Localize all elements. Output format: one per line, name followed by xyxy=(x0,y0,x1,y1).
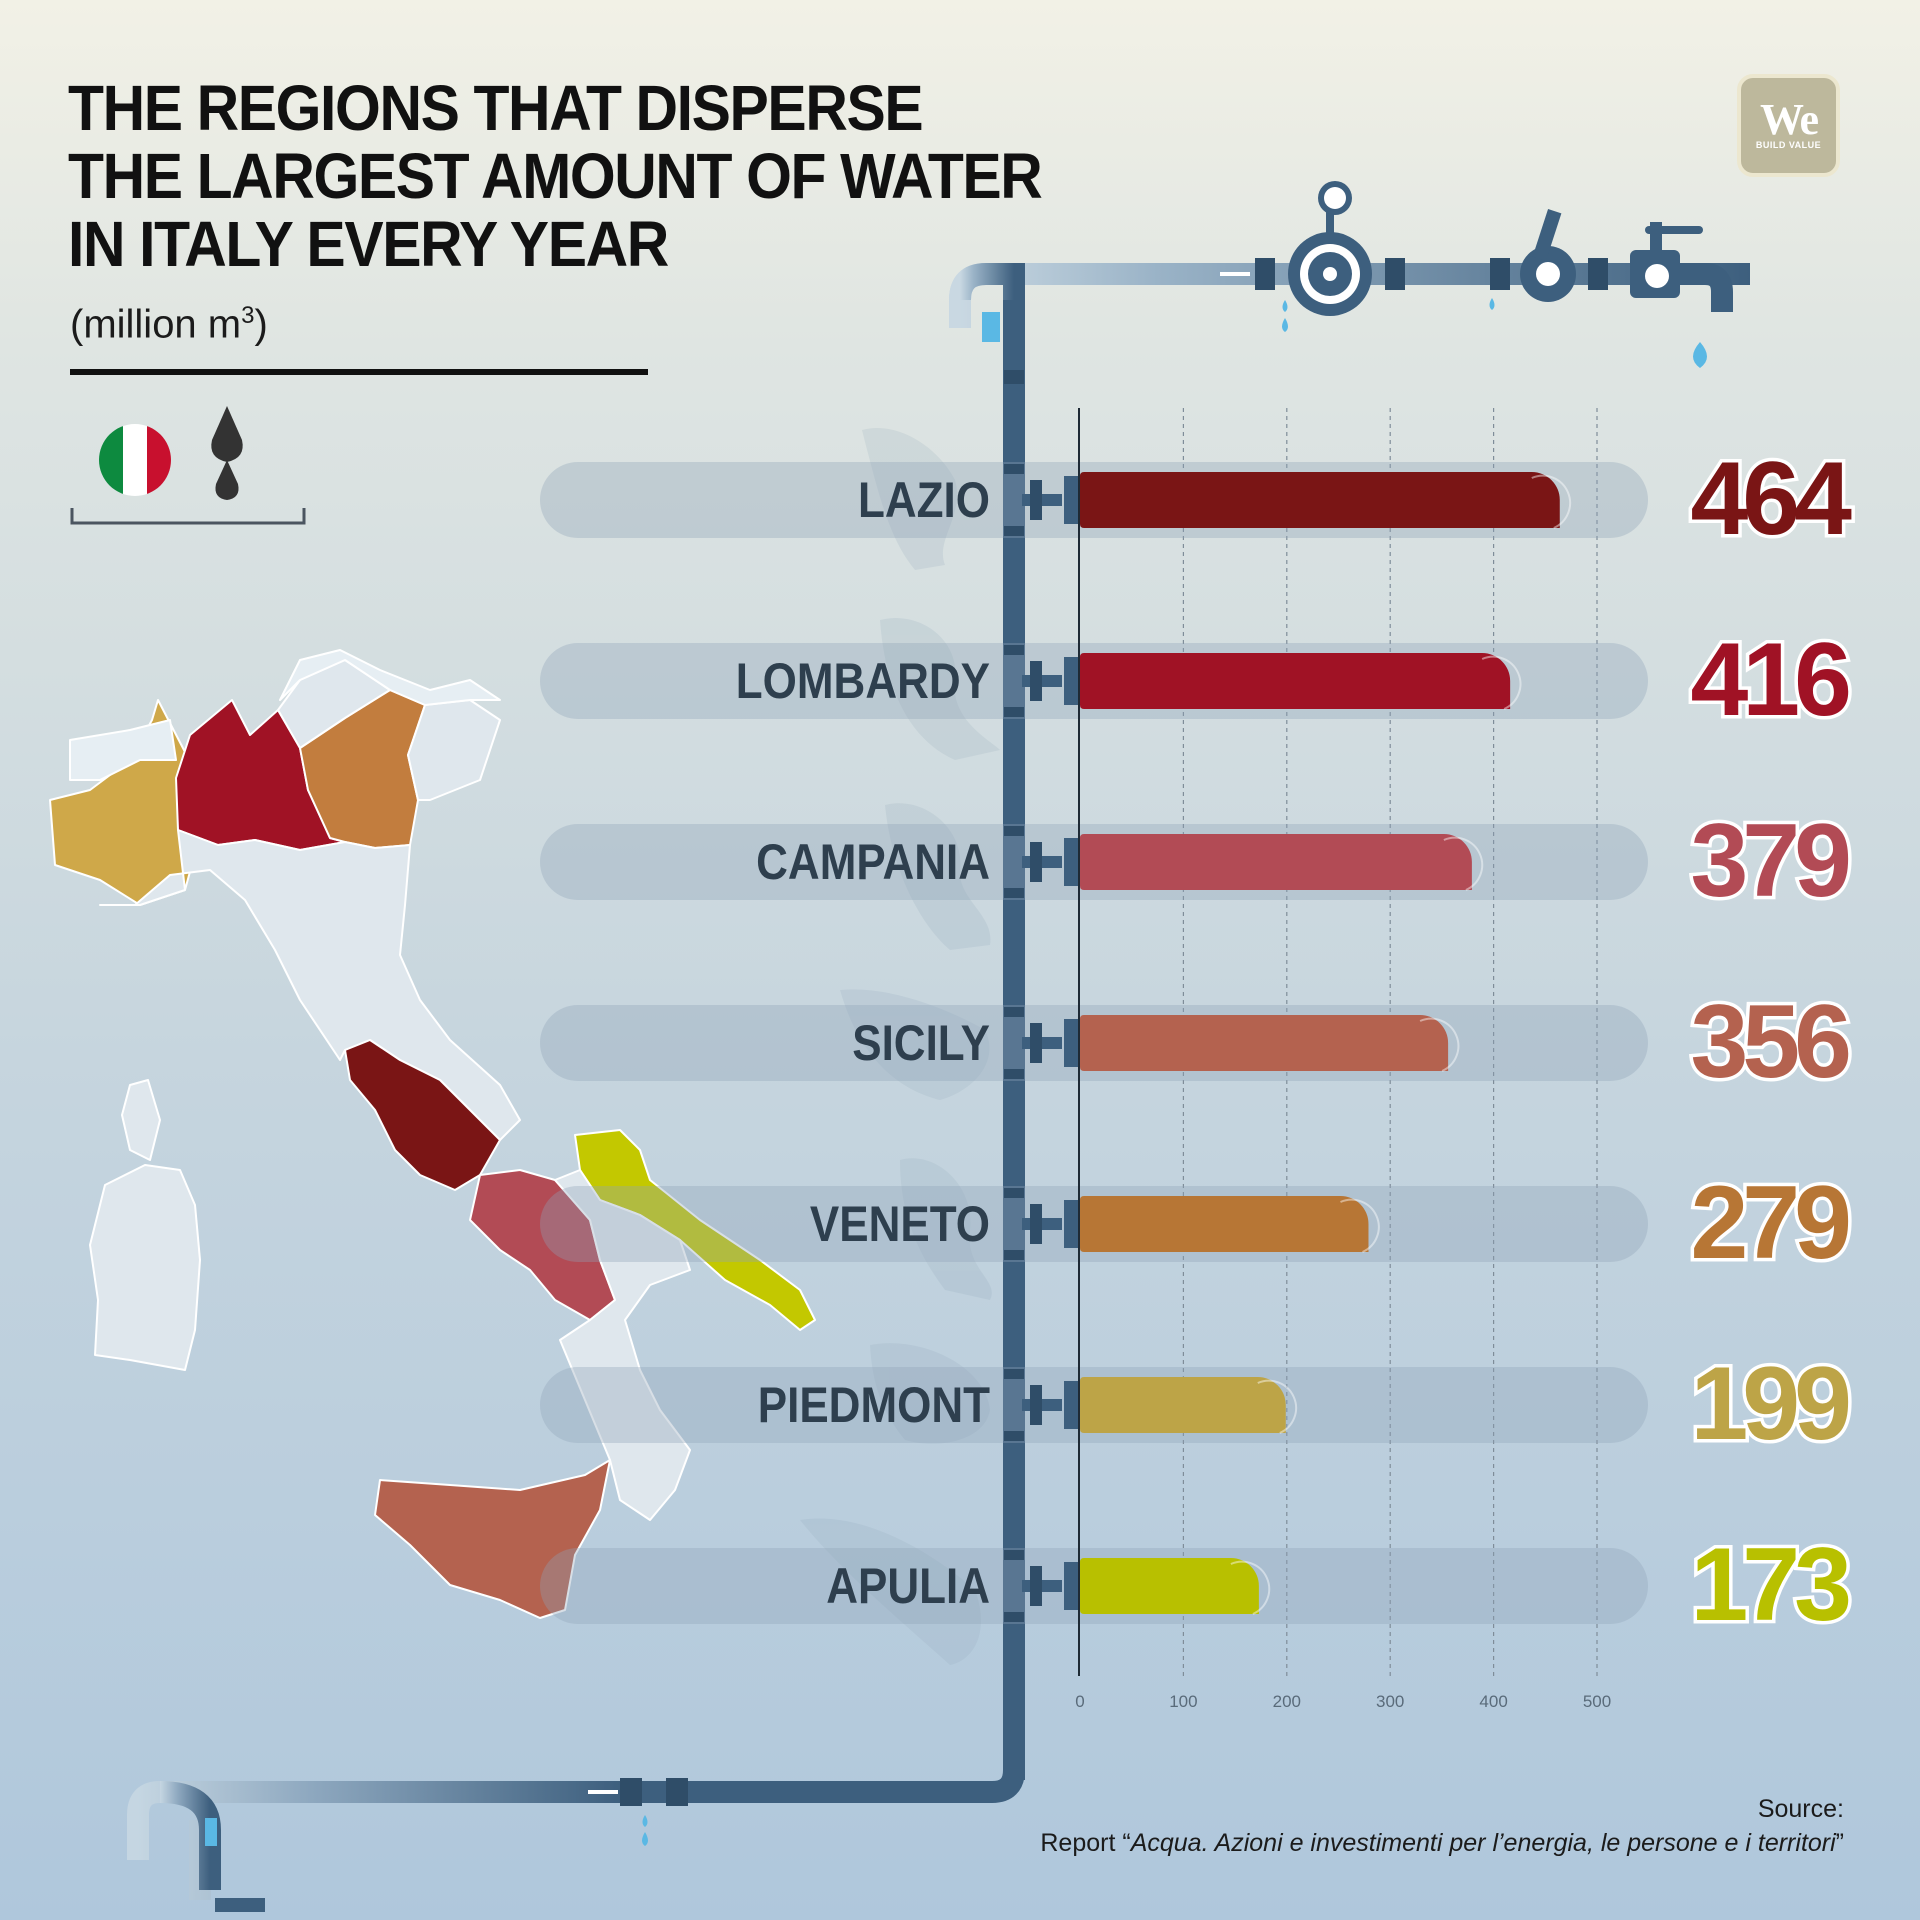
oil-drop-small-icon xyxy=(215,460,239,500)
category-label: VENETO xyxy=(809,1196,990,1252)
x-tick-label: 300 xyxy=(1376,1692,1405,1711)
bar-highlight xyxy=(1481,655,1522,710)
chart-title: THE REGIONS THAT DISPERSE THE LARGEST AM… xyxy=(68,72,1043,280)
title-rule xyxy=(70,369,648,375)
italy-flag-icon xyxy=(99,424,171,496)
tap-flange xyxy=(1030,1385,1042,1425)
map-region-austria-bg xyxy=(279,649,501,706)
bar-highlight xyxy=(1340,1198,1380,1253)
value-label: 279 xyxy=(1687,1165,1856,1282)
tap-cap xyxy=(1064,1200,1078,1248)
bar xyxy=(1080,1015,1449,1071)
value-label: 464 xyxy=(1687,441,1856,558)
pipe-clamp xyxy=(1004,464,1024,474)
top-pipe xyxy=(949,181,1750,1780)
bar-highlight xyxy=(1531,474,1572,529)
tap-cap xyxy=(1064,657,1078,705)
category-label: APULIA xyxy=(826,1558,990,1614)
tap-cap xyxy=(1064,1562,1078,1610)
value-label: 199 xyxy=(1687,1346,1856,1463)
bar xyxy=(1080,472,1560,528)
map-region-sicily xyxy=(374,1459,611,1619)
title-line-3: IN ITALY EVERY YEAR xyxy=(68,208,669,280)
bar-highlight xyxy=(1443,836,1484,891)
bar xyxy=(1080,1377,1286,1433)
pipe-clamp xyxy=(1004,1550,1024,1560)
italy-map xyxy=(49,649,816,1619)
title-line-2: THE LARGEST AMOUNT OF WATER xyxy=(68,140,1043,212)
we-build-value-logo: We BUILD VALUE xyxy=(1737,74,1840,177)
map-region-south xyxy=(554,1169,691,1521)
bar xyxy=(1080,653,1511,709)
pipe-clamp xyxy=(1004,1007,1024,1017)
tap-cap xyxy=(1064,838,1078,886)
tap-cap xyxy=(1064,1019,1078,1067)
pipe-clamp xyxy=(1004,1369,1024,1379)
unit-label: (million m3) xyxy=(70,302,268,347)
bar xyxy=(1080,1558,1259,1614)
map-region-sardinia xyxy=(89,1164,201,1371)
tap-flange xyxy=(1030,1023,1042,1063)
tap-connectors xyxy=(1004,464,1078,1622)
region-silhouettes xyxy=(800,428,1000,1665)
category-label: LAZIO xyxy=(858,472,990,528)
water-drop-icon xyxy=(1693,330,1707,368)
map-region-switzerland-bg xyxy=(69,719,177,781)
pipe-clamp xyxy=(1004,1612,1024,1622)
value-label: 416 xyxy=(1687,622,1856,739)
bottom-pipe xyxy=(127,1720,1025,1912)
bar xyxy=(1080,1196,1369,1252)
pipe-clamp xyxy=(1004,1250,1024,1260)
map-region-corsica xyxy=(121,1079,161,1161)
pipe-clamp xyxy=(1004,526,1024,536)
category-label: PIEDMONT xyxy=(757,1377,990,1433)
category-label: SICILY xyxy=(852,1015,990,1071)
tap-flange xyxy=(1030,842,1042,882)
oil-drop-icon xyxy=(211,406,243,462)
category-label: LOMBARDY xyxy=(735,653,990,709)
title-line-1: THE REGIONS THAT DISPERSE xyxy=(68,72,924,144)
bars xyxy=(1080,472,1572,1615)
pipe-clamp xyxy=(1004,645,1024,655)
x-tick-label: 200 xyxy=(1272,1692,1301,1711)
tap-cap xyxy=(1064,1381,1078,1429)
x-tick-label: 500 xyxy=(1582,1692,1612,1711)
pipe-clamp xyxy=(1004,1188,1024,1198)
tap-flange xyxy=(1030,480,1042,520)
tap-flange xyxy=(1030,1566,1042,1606)
value-label: 173 xyxy=(1687,1527,1856,1644)
pipe-clamp xyxy=(1004,707,1024,717)
bar xyxy=(1080,834,1472,890)
pipe-clamp xyxy=(1004,1069,1024,1079)
source-note: Source: Report “Acqua. Azioni e investim… xyxy=(1040,1792,1844,1860)
bar-highlight xyxy=(1419,1017,1460,1072)
x-tick-label: 400 xyxy=(1479,1692,1508,1711)
tap-flange xyxy=(1030,661,1042,701)
bar-chart xyxy=(540,408,1648,1676)
value-label: 379 xyxy=(1687,803,1856,920)
pipe-clamp xyxy=(1004,1431,1024,1441)
x-tick-label: 100 xyxy=(1169,1692,1198,1711)
source-text: Report “Acqua. Azioni e investimenti per… xyxy=(1040,1829,1844,1857)
pipe-clamp xyxy=(1004,826,1024,836)
tap-flange xyxy=(1030,1204,1042,1244)
value-label: 356 xyxy=(1687,984,1856,1101)
legend-icons xyxy=(70,406,306,525)
pressure-gauge-icon xyxy=(1324,187,1346,209)
pipe-ring xyxy=(982,312,1000,342)
source-heading: Source: xyxy=(1757,1795,1844,1823)
bar-highlight xyxy=(1230,1560,1271,1615)
bar-highlight xyxy=(1257,1379,1298,1434)
x-tick-label: 0 xyxy=(1075,1692,1085,1711)
pipe-clamp xyxy=(1004,888,1024,898)
tap-cap xyxy=(1064,476,1078,524)
category-label: CAMPANIA xyxy=(756,834,990,890)
